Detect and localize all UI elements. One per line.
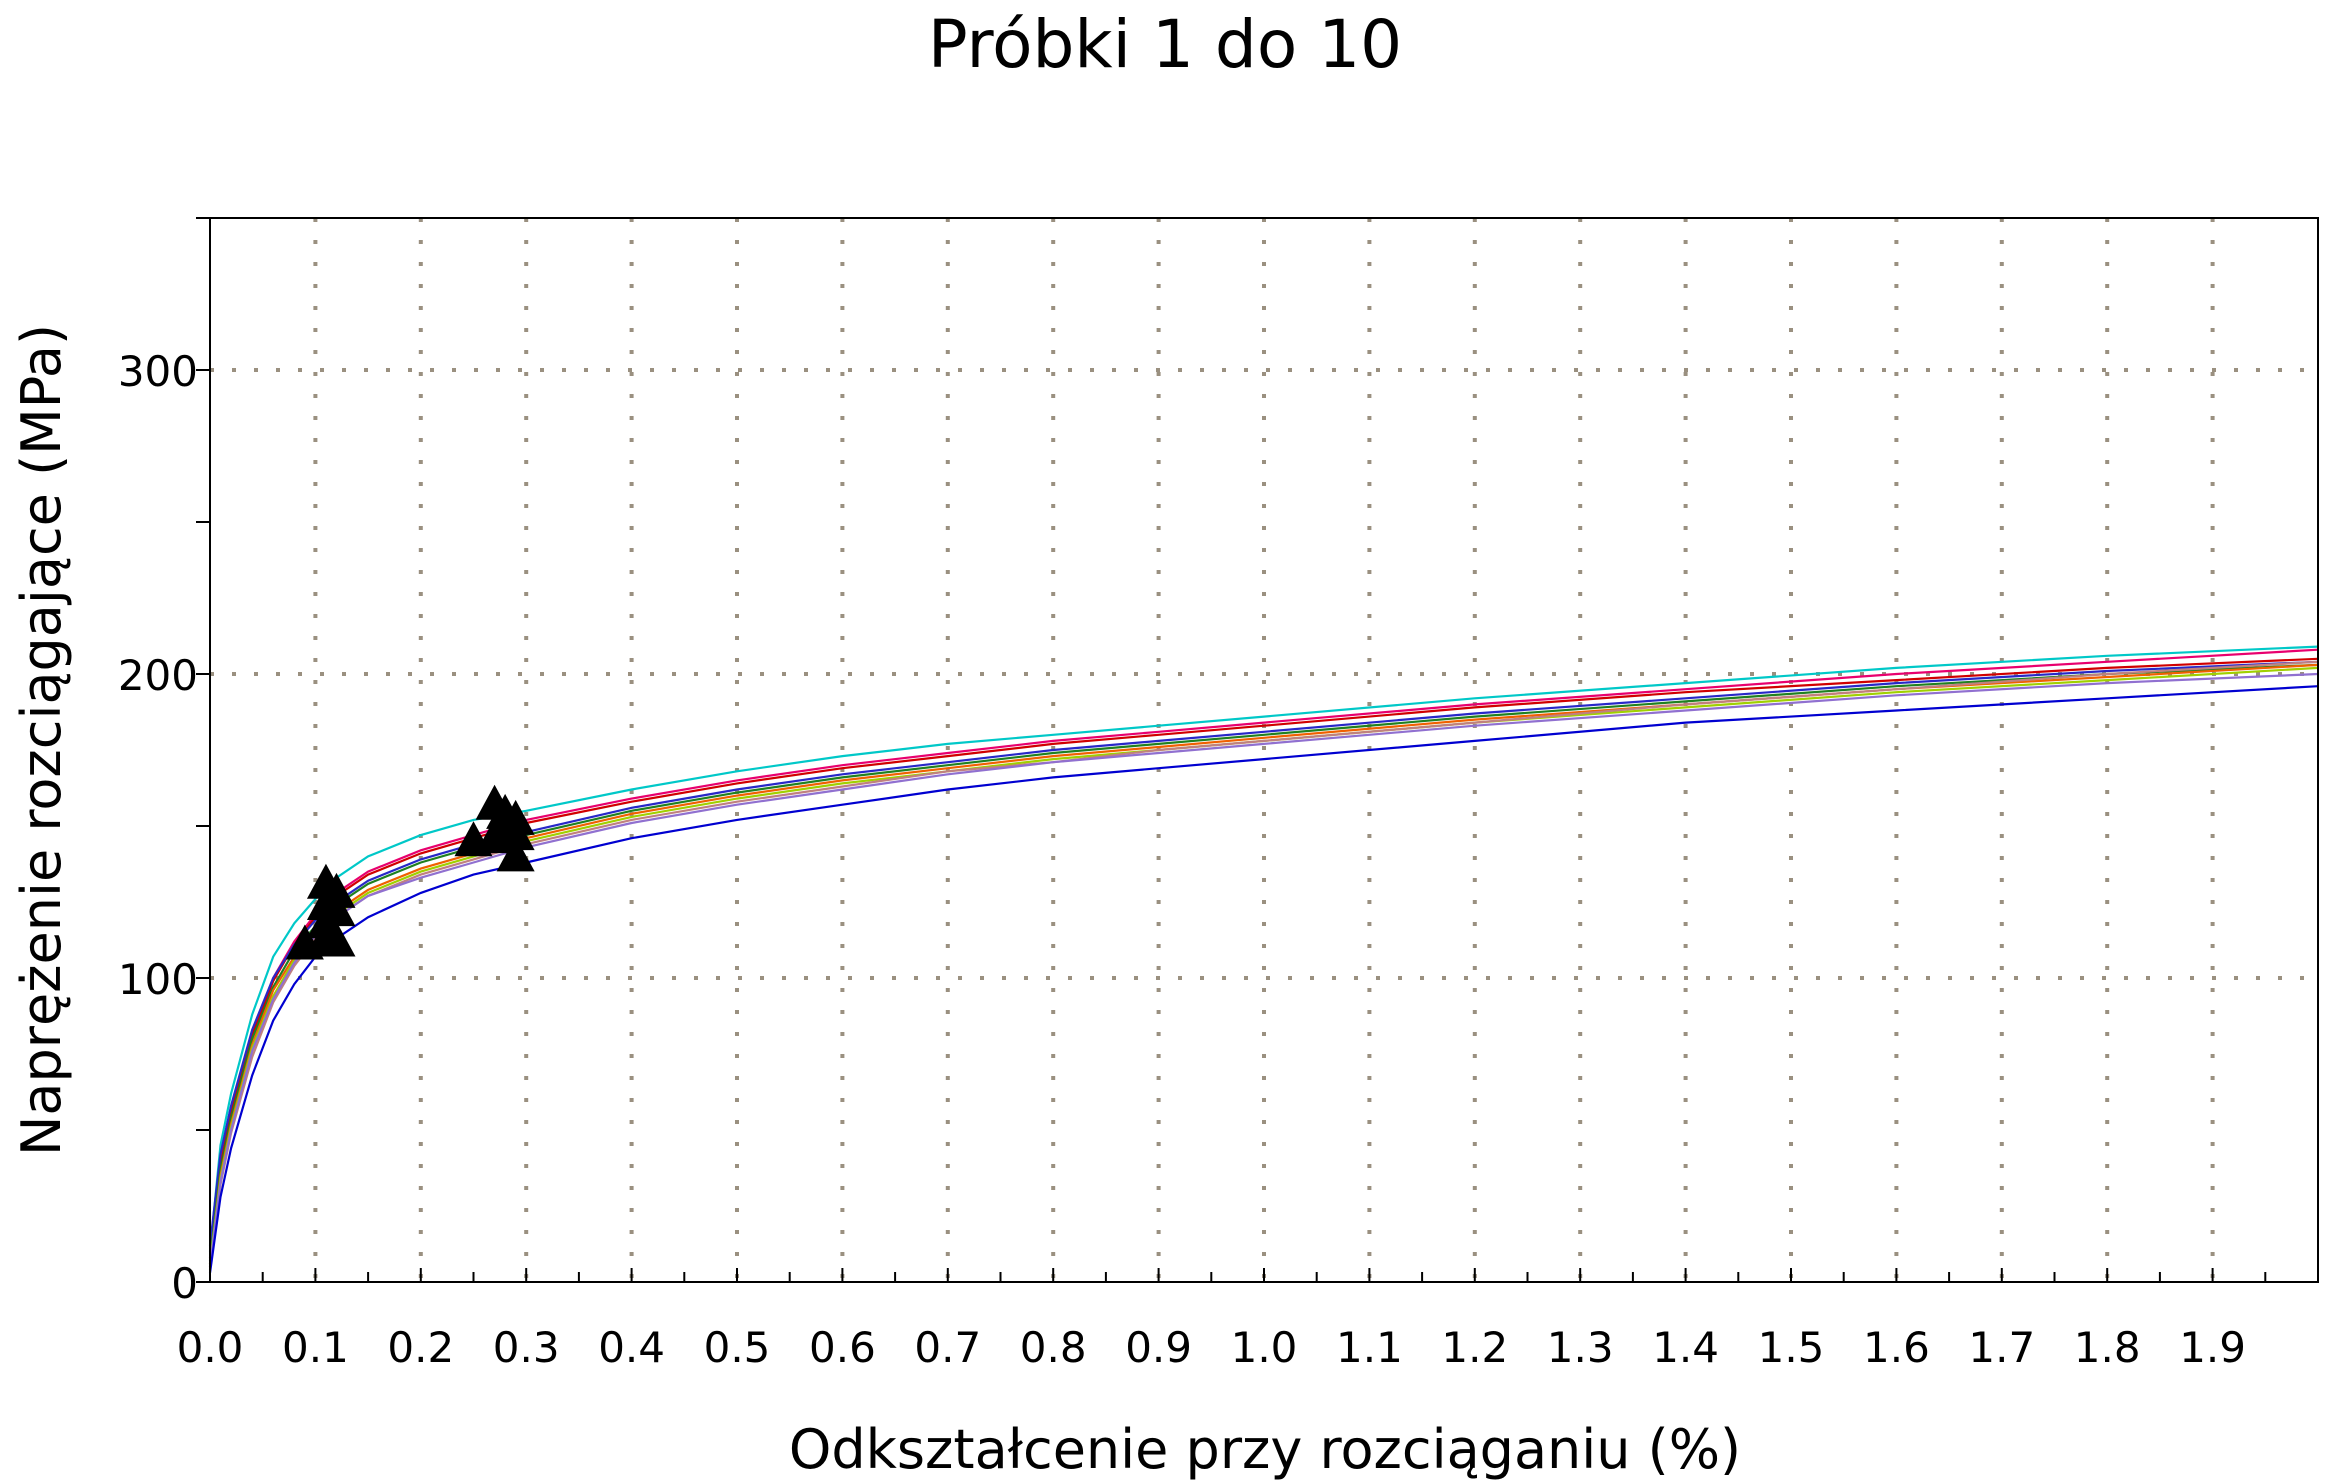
triangle-marker <box>317 921 356 957</box>
x-tick-label: 1.2 <box>1441 1323 1508 1372</box>
x-tick-label: 1.4 <box>1652 1323 1719 1372</box>
x-tick-label: 0.0 <box>177 1323 244 1372</box>
series-line-8 <box>208 660 2319 1270</box>
y-axis-title: Naprężenie rozciągające (MPa) <box>10 324 73 1156</box>
x-tick-label: 0.2 <box>387 1323 454 1372</box>
axis-layer: 0.0 0.1 0.2 0.3 0.4 0.5 0.6 0.7 0.8 0.9 1.0 1.1 1.2 1… <box>118 217 2319 1372</box>
series-line-3 <box>208 657 2319 1264</box>
x-tick-label: 0.7 <box>914 1323 981 1372</box>
x-tick-label: 1.8 <box>2074 1323 2141 1372</box>
triangle-marker <box>475 784 514 820</box>
series-line-7 <box>208 666 2319 1264</box>
series-line-6 <box>208 663 2319 1267</box>
x-tick-label: 1.1 <box>1336 1323 1403 1372</box>
triangle-marker <box>496 815 535 851</box>
x-tick-label: 1.0 <box>1231 1323 1298 1372</box>
x-tick-label: 0.1 <box>282 1323 349 1372</box>
series-line-4 <box>208 660 2319 1246</box>
x-tick-label: 1.6 <box>1863 1323 1930 1372</box>
series-line-1 <box>208 645 2319 1252</box>
x-tick-label: 1.3 <box>1547 1323 1614 1372</box>
marker-layer <box>285 784 535 960</box>
y-tick-label: 0 <box>171 1259 198 1308</box>
y-tick-label: 300 <box>118 347 198 396</box>
x-tick-label: 0.8 <box>1020 1323 1087 1372</box>
x-tick-label: 0.9 <box>1125 1323 1192 1372</box>
x-axis-title: Odkształcenie przy rozciąganiu (%) <box>789 1418 1741 1481</box>
x-tick-label: 0.6 <box>809 1323 876 1372</box>
x-tick-label: 0.4 <box>598 1323 665 1372</box>
x-tick-label: 0.5 <box>704 1323 771 1372</box>
series-line-5 <box>208 663 2319 1261</box>
series-layer <box>208 645 2319 1274</box>
triangle-marker <box>306 863 345 899</box>
x-tick-label: 1.7 <box>1968 1323 2035 1372</box>
y-tick-label: 100 <box>118 955 198 1004</box>
series-line-10 <box>208 685 2319 1274</box>
x-tick-label: 1.5 <box>1758 1323 1825 1372</box>
x-tick-label: 0.3 <box>493 1323 560 1372</box>
series-line-9 <box>208 672 2319 1267</box>
x-tick-label: 1.9 <box>2179 1323 2246 1372</box>
triangle-marker <box>496 836 535 872</box>
y-tick-label: 200 <box>118 651 198 700</box>
chart-title: Próbki 1 do 10 <box>927 6 1403 83</box>
grid-layer <box>210 218 2318 1282</box>
